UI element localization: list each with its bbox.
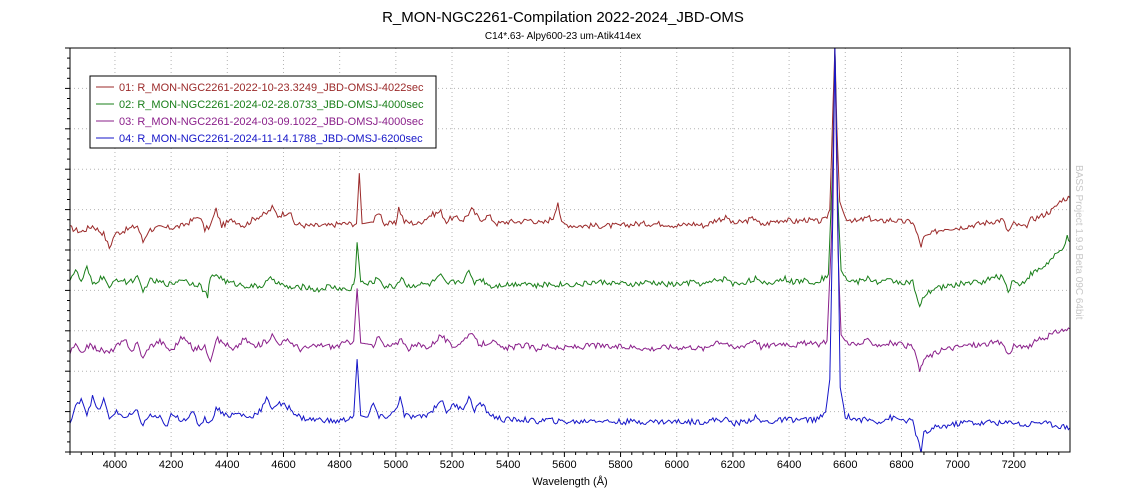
x-tick-label: 7000 — [945, 459, 969, 471]
series-line-3 — [70, 48, 1070, 372]
legend-entry: 02: R_MON-NGC2261-2024-02-28.0733_JBD-OM… — [119, 99, 424, 111]
x-axis-label: Wavelength (Å) — [532, 475, 607, 488]
legend-box — [89, 75, 437, 149]
grid-lines — [70, 48, 1070, 452]
legend-entry: 03: R_MON-NGC2261-2024-03-09.1022_JBD-OM… — [119, 116, 424, 128]
plot-area — [70, 48, 1070, 452]
x-tick-label: 6600 — [833, 459, 857, 471]
x-tick-label: 6800 — [889, 459, 913, 471]
series-line-2 — [70, 48, 1070, 308]
legend-entry: 01: R_MON-NGC2261-2022-10-23.3249_JBD-OM… — [119, 82, 424, 94]
x-tick-label: 5000 — [384, 459, 408, 471]
x-tick-label: 5400 — [496, 459, 520, 471]
x-tick-label: 5800 — [608, 459, 632, 471]
x-tick-label: 5600 — [552, 459, 576, 471]
series-layer — [70, 48, 1070, 452]
chart-title: R_MON-NGC2261-Compilation 2022-2024_JBD-… — [382, 9, 744, 26]
x-tick-label: 5200 — [440, 459, 464, 471]
x-tick-label: 6000 — [664, 459, 688, 471]
y-axis-ticks — [65, 47, 70, 453]
watermark-text: BASS Project 1.9.9 Beta 09C 64bit — [1073, 165, 1084, 320]
x-tick-label: 4200 — [159, 459, 183, 471]
x-tick-label: 4800 — [327, 459, 351, 471]
x-tick-label: 6200 — [721, 459, 745, 471]
series-line-1 — [70, 48, 1070, 250]
x-tick-label: 4600 — [271, 459, 295, 471]
x-tick-label: 4000 — [103, 459, 127, 471]
chart-legend: 01: R_MON-NGC2261-2022-10-23.3249_JBD-OM… — [89, 75, 437, 149]
x-tick-label: 4400 — [215, 459, 239, 471]
legend-entry: 04: R_MON-NGC2261-2024-11-14.1788_JBD-OM… — [119, 133, 423, 145]
x-axis-ticks: 4000 4200 4400 4600 4800 5000 5200 5400 5600 5800… — [69, 452, 1060, 471]
series-line-4 — [70, 48, 1070, 452]
x-tick-label: 6400 — [777, 459, 801, 471]
chart-subtitle: C14*.63- Alpy600-23 um-Atik414ex — [485, 31, 641, 42]
x-tick-label: 7200 — [1002, 459, 1026, 471]
